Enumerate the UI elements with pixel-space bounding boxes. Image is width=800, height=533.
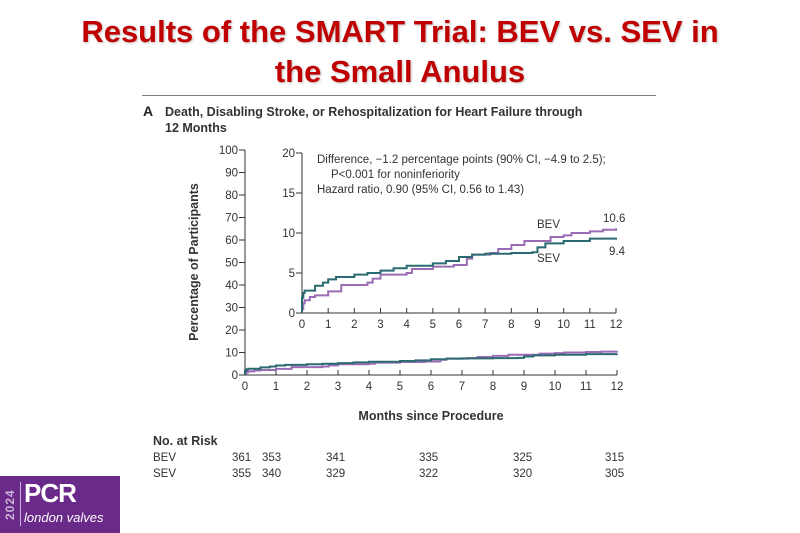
main-x-tick-label: 6 bbox=[428, 381, 434, 393]
title-divider bbox=[142, 95, 656, 96]
inset-x-tick-label: 4 bbox=[403, 319, 410, 331]
main-x-tick-label: 1 bbox=[273, 381, 279, 393]
main-x-tick-label: 10 bbox=[549, 381, 562, 393]
inset-annotation-1: Difference, −1.2 percentage points (90% … bbox=[317, 154, 606, 166]
pcr-london-valves-logo: 2024 PCR london valves bbox=[0, 476, 120, 533]
main-y-tick-label: 40 bbox=[225, 280, 238, 292]
main-x-tick-label: 12 bbox=[611, 381, 624, 393]
logo-divider bbox=[20, 482, 21, 526]
risk-cell: 315 bbox=[605, 452, 625, 464]
inset-y-tick-label: 15 bbox=[282, 188, 295, 200]
main-x-tick-label: 4 bbox=[366, 381, 373, 393]
main-x-tick-label: 11 bbox=[580, 381, 592, 393]
main-series bbox=[244, 350, 618, 375]
risk-row-label: BEV bbox=[153, 452, 177, 464]
inset-label-sev: SEV bbox=[537, 253, 560, 265]
panel-letter: A bbox=[143, 103, 154, 119]
risk-cell: 341 bbox=[326, 452, 346, 464]
logo-year: 2024 bbox=[3, 489, 17, 521]
risk-cell: 335 bbox=[419, 452, 439, 464]
inset-x-tick-label: 9 bbox=[534, 319, 540, 331]
inset-x-tick-label: 1 bbox=[325, 319, 331, 331]
inset-x-tick-label: 0 bbox=[299, 319, 305, 331]
logo-subtitle: london valves bbox=[24, 510, 104, 525]
main-x-tick-label: 0 bbox=[242, 381, 248, 393]
risk-cell: 305 bbox=[605, 468, 625, 480]
main-x-tick-label: 5 bbox=[397, 381, 403, 393]
main-y-tick-label: 20 bbox=[225, 325, 238, 337]
panel-title: Death, Disabling Stroke, or Rehospitaliz… bbox=[165, 104, 645, 136]
inset-series-sev bbox=[301, 237, 617, 313]
main-y-tick-label: 0 bbox=[232, 370, 238, 382]
risk-cell: 353 bbox=[262, 452, 282, 464]
risk-cell: 325 bbox=[513, 452, 533, 464]
risk-cell: 329 bbox=[326, 468, 346, 480]
inset-annotation-3: Hazard ratio, 0.90 (95% CI, 0.56 to 1.43… bbox=[317, 184, 524, 196]
risk-cell: 320 bbox=[513, 468, 533, 480]
inset-series bbox=[301, 228, 617, 313]
y-axis-label: Percentage of Participants bbox=[187, 183, 201, 341]
main-y-tick-label: 90 bbox=[225, 168, 238, 180]
risk-cell: 355 bbox=[232, 468, 252, 480]
logo-brand: PCR bbox=[24, 478, 77, 508]
main-y-tick-label: 60 bbox=[225, 235, 238, 247]
main-y-tick-label: 50 bbox=[225, 258, 238, 270]
slide-title: Results of the SMART Trial: BEV vs. SEV … bbox=[0, 12, 800, 92]
inset-x-tick-label: 2 bbox=[351, 319, 357, 331]
slide-title-line-2: the Small Anulus bbox=[274, 54, 526, 89]
panel-title-line-2: 12 Months bbox=[165, 121, 227, 135]
risk-cell: 340 bbox=[262, 468, 282, 480]
inset-x-tick-label: 8 bbox=[508, 319, 514, 331]
main-x-tick-label: 2 bbox=[304, 381, 310, 393]
inset-y-tick-label: 5 bbox=[289, 268, 295, 280]
risk-table-heading: No. at Risk bbox=[153, 434, 218, 448]
inset-y-tick-label: 20 bbox=[282, 148, 295, 160]
risk-cell: 322 bbox=[419, 468, 439, 480]
inset-y-tick-label: 10 bbox=[282, 228, 295, 240]
main-y-tick-label: 100 bbox=[219, 145, 238, 157]
main-y-tick-label: 70 bbox=[225, 213, 238, 225]
panel-title-line-1: Death, Disabling Stroke, or Rehospitaliz… bbox=[165, 105, 583, 119]
main-x-tick-label: 9 bbox=[521, 381, 527, 393]
inset-x-tick-label: 6 bbox=[456, 319, 462, 331]
inset-x-tick-label: 3 bbox=[377, 319, 383, 331]
inset-end-value-bev: 10.6 bbox=[603, 213, 625, 225]
risk-row-label: SEV bbox=[153, 468, 177, 480]
inset-x-tick-label: 11 bbox=[584, 319, 596, 331]
main-y-tick-label: 30 bbox=[225, 303, 238, 315]
slide-title-line-1: Results of the SMART Trial: BEV vs. SEV … bbox=[81, 14, 719, 49]
main-series-sev bbox=[244, 353, 618, 375]
main-y-tick-label: 80 bbox=[225, 190, 238, 202]
inset-y-tick-label: 0 bbox=[289, 308, 295, 320]
x-axis-label: Months since Procedure bbox=[358, 409, 503, 423]
main-x-tick-label: 8 bbox=[490, 381, 496, 393]
main-x-tick-label: 7 bbox=[459, 381, 465, 393]
main-y-tick-label: 10 bbox=[225, 348, 238, 360]
inset-x-tick-label: 10 bbox=[557, 319, 570, 331]
inset-series-bev bbox=[301, 228, 617, 313]
inset-x-tick-label: 5 bbox=[430, 319, 436, 331]
inset-label-bev: BEV bbox=[537, 219, 560, 231]
inset-x-tick-label: 12 bbox=[610, 319, 623, 331]
main-x-tick-label: 3 bbox=[335, 381, 341, 393]
inset-annotation-2: P<0.001 for noninferiority bbox=[331, 169, 460, 181]
inset-x-tick-label: 7 bbox=[482, 319, 488, 331]
risk-cell: 361 bbox=[232, 452, 252, 464]
inset-end-value-sev: 9.4 bbox=[609, 246, 626, 258]
